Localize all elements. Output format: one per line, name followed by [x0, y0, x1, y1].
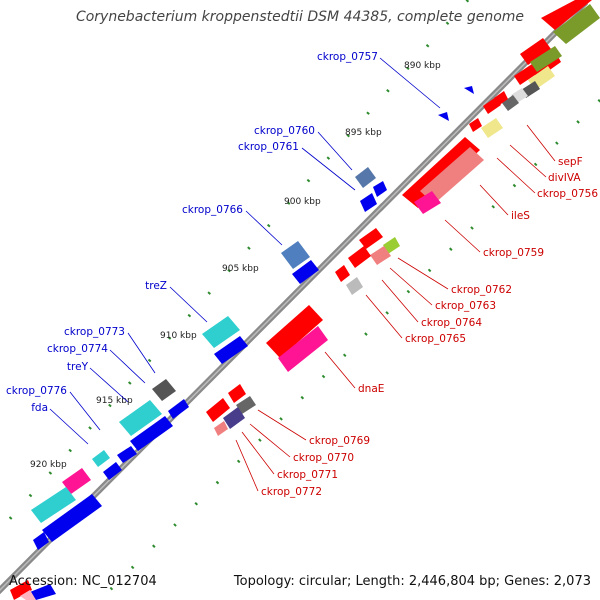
scale-label-900: 900 kbp	[284, 197, 321, 207]
gene-label-ckrop_0762: ckrop_0762	[451, 284, 512, 296]
gene-arrow	[502, 95, 519, 111]
scale-labels: 890 kbp 895 kbp 900 kbp 905 kbp 910 kbp …	[30, 61, 441, 470]
gene-arrow	[481, 118, 503, 138]
gene-arrow	[373, 181, 387, 197]
gene-label-ckrop_0764: ckrop_0764	[421, 317, 482, 329]
scale-label-915: 915 kbp	[96, 396, 133, 406]
gene-arrow	[541, 0, 592, 30]
gene-arrow	[31, 487, 76, 523]
gene-arrow	[483, 97, 501, 114]
gene-arrow	[266, 305, 323, 358]
gene-arrow	[168, 399, 189, 419]
gene-arrow	[348, 246, 371, 268]
gene-label-divIVA: divIVA	[548, 172, 581, 184]
forward-gene-labels: ckrop_0757 ckrop_0760 ckrop_0761 ckrop_0…	[6, 51, 378, 414]
gene-arrow	[359, 228, 383, 249]
gene-arrow	[214, 421, 228, 436]
scale-label-890: 890 kbp	[404, 61, 441, 71]
scale-label-910: 910 kbp	[160, 331, 197, 341]
reverse-gene-labels: sepF divIVA ckrop_0756 ileS ckrop_0759 c…	[261, 156, 598, 498]
gene-arrow	[236, 396, 256, 414]
gene-arrow	[530, 46, 562, 72]
gene-arrow	[520, 38, 551, 65]
gene-arrow	[514, 64, 538, 85]
gene-label-ckrop_0772: ckrop_0772	[261, 486, 322, 498]
gene-arrow	[355, 167, 376, 188]
gene-arrow	[335, 265, 350, 282]
gene-arrow	[553, 4, 600, 44]
gene-arrow	[92, 450, 110, 467]
gene-label-ckrop_0776: ckrop_0776	[6, 385, 67, 397]
edge-features	[10, 580, 56, 600]
gene-label-ckrop_0770: ckrop_0770	[293, 452, 354, 464]
gene-arrow	[278, 326, 328, 372]
reverse-gene-features	[206, 0, 600, 436]
gene-arrow	[414, 191, 441, 214]
map-title: Corynebacterium kroppenstedtii DSM 44385…	[75, 9, 525, 25]
gene-arrow	[370, 246, 391, 265]
gene-arrow	[420, 147, 484, 204]
gene-label-ileS: ileS	[511, 210, 530, 222]
gene-label-ckrop_0761: ckrop_0761	[238, 141, 299, 153]
reverse-leader-lines	[235, 124, 556, 492]
gene-arrow	[346, 277, 363, 295]
gene-arrow	[464, 86, 474, 94]
gene-arrow	[117, 446, 137, 463]
gene-arrow	[206, 398, 230, 422]
gene-arrow	[152, 379, 176, 401]
gene-label-ckrop_0757: ckrop_0757	[317, 51, 378, 63]
gene-arrow	[119, 400, 162, 436]
forward-gene-features	[31, 86, 474, 550]
gene-label-treZ: treZ	[145, 280, 167, 292]
gene-label-ckrop_0773: ckrop_0773	[64, 326, 125, 338]
gene-label-ckrop_0763: ckrop_0763	[435, 300, 496, 312]
gene-arrow	[383, 237, 400, 254]
gene-label-ckrop_0774: ckrop_0774	[47, 343, 108, 355]
gene-label-fda: fda	[31, 402, 48, 414]
gene-label-ckrop_0760: ckrop_0760	[254, 125, 315, 137]
gene-arrow	[228, 384, 246, 403]
gene-arrow	[360, 193, 377, 212]
forward-leader-lines	[49, 57, 441, 445]
gene-arrow	[438, 112, 449, 121]
topology-text: Topology: circular; Length: 2,446,804 bp…	[233, 574, 591, 589]
gene-arrow	[223, 407, 245, 429]
scale-label-920: 920 kbp	[30, 460, 67, 470]
gene-arrow	[62, 468, 91, 494]
gene-label-ckrop_0765: ckrop_0765	[405, 333, 466, 345]
gene-label-dnaE: dnaE	[358, 383, 384, 395]
gene-arrow	[292, 260, 319, 284]
accession-text: Accession: NC_012704	[9, 574, 157, 589]
gene-arrow	[103, 462, 122, 480]
gene-label-ckrop_0766: ckrop_0766	[182, 204, 243, 216]
gene-arrow	[202, 316, 240, 348]
gene-label-ckrop_0769: ckrop_0769	[309, 435, 370, 447]
gene-label-ckrop_0771: ckrop_0771	[277, 469, 338, 481]
gene-label-ckrop_0759: ckrop_0759	[483, 247, 544, 259]
scale-label-905: 905 kbp	[222, 264, 259, 274]
gene-arrow	[42, 494, 102, 542]
gene-label-ckrop_0756: ckrop_0756	[537, 188, 598, 200]
gene-arrow	[214, 336, 248, 364]
tick-track-reverse	[98, 98, 600, 600]
gene-arrow	[469, 118, 482, 132]
gene-label-treY: treY	[67, 361, 89, 373]
gene-label-sepF: sepF	[558, 156, 583, 168]
gene-arrow	[281, 241, 310, 269]
scale-label-895: 895 kbp	[345, 128, 382, 138]
gene-arrow	[33, 532, 49, 550]
gene-arrow	[130, 416, 173, 451]
